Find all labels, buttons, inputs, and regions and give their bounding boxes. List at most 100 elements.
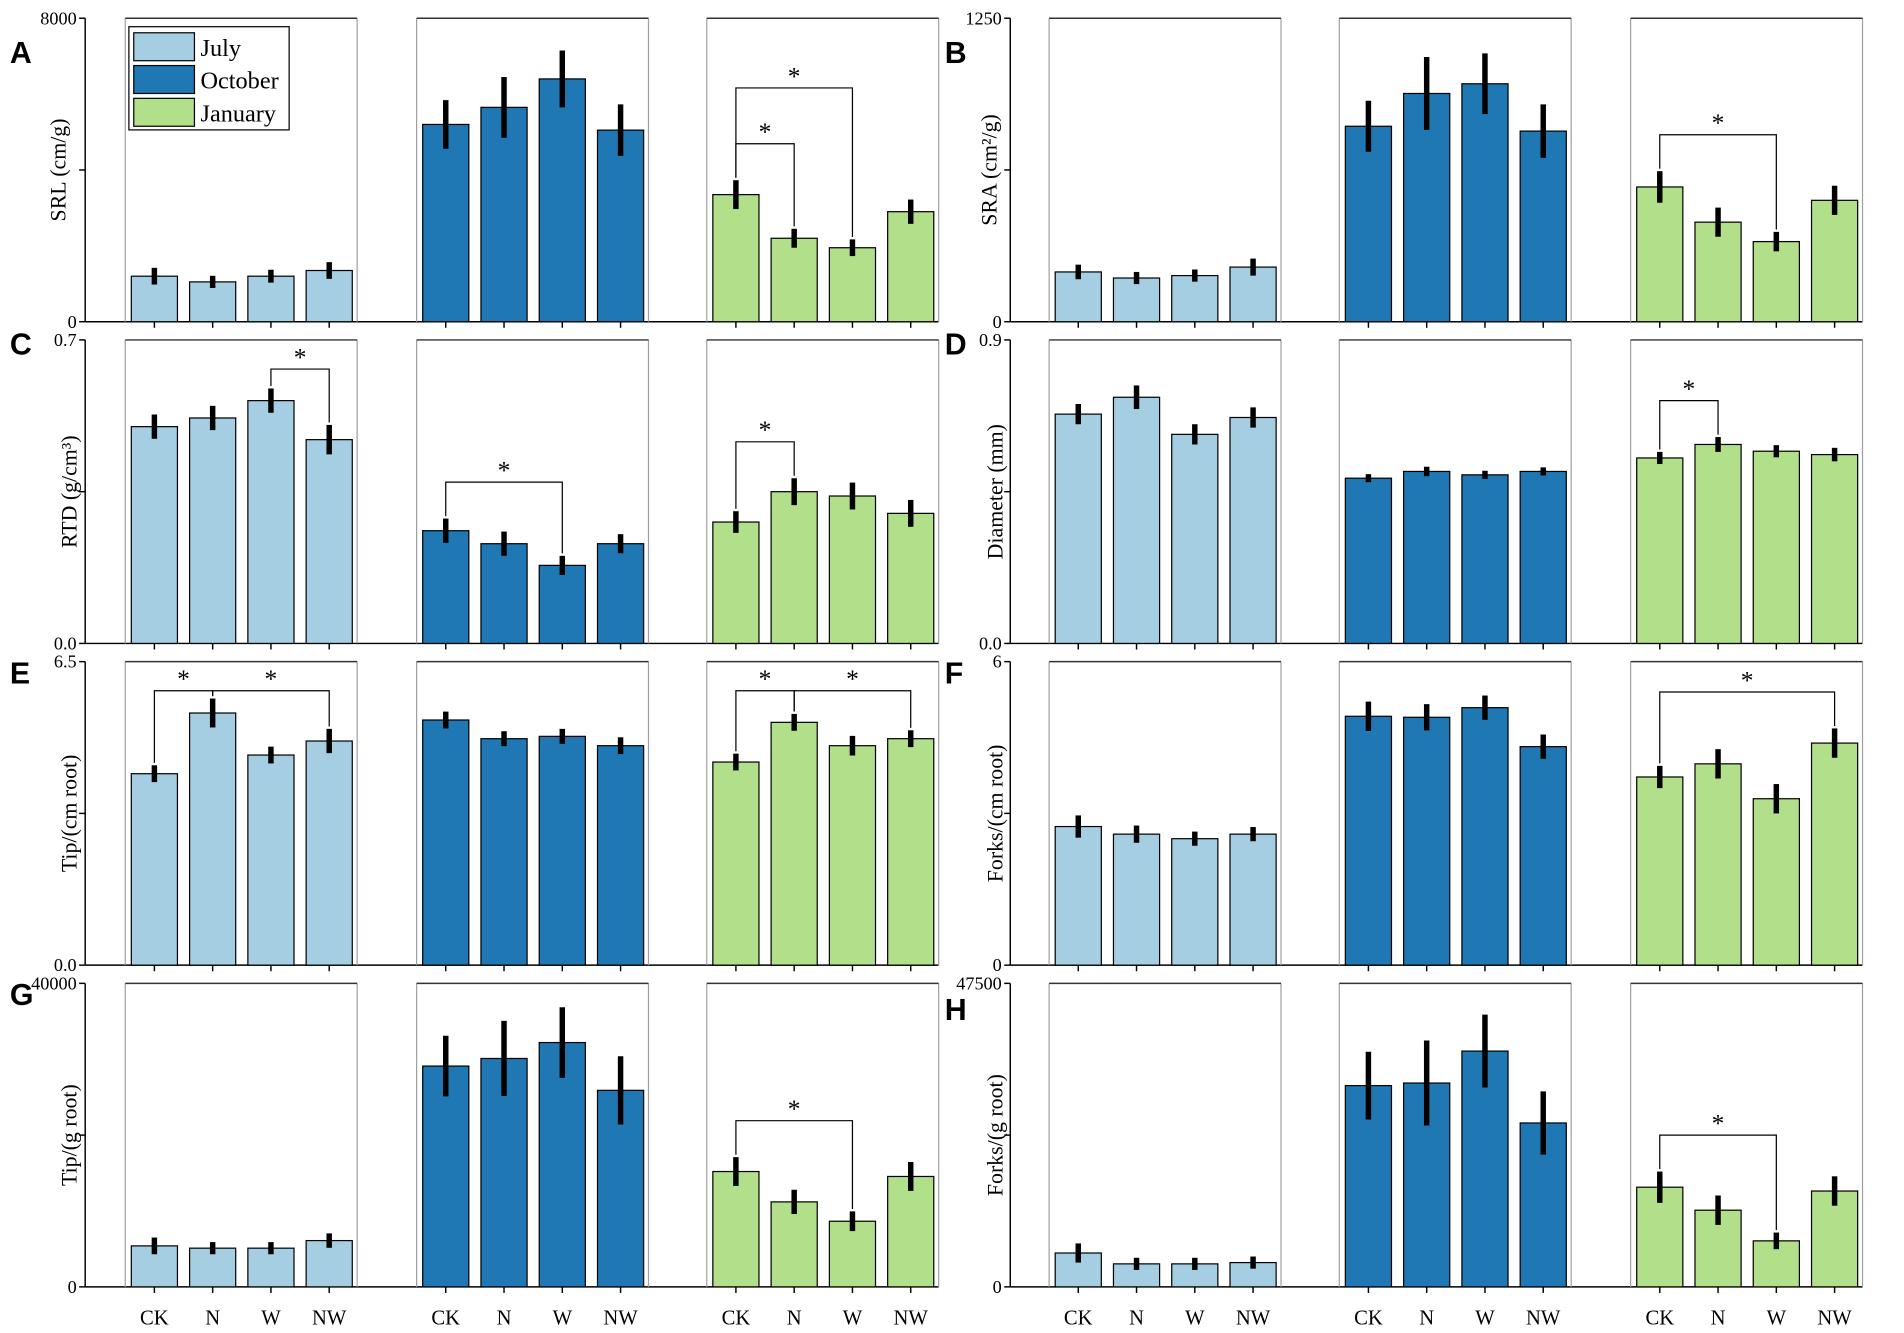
subplot-july: [1048, 17, 1282, 328]
bar-july-ck: [1054, 413, 1102, 645]
subplot-frame: [1338, 339, 1572, 644]
subplot-january: **: [706, 660, 940, 972]
bar-january-nw: [1810, 453, 1859, 645]
x-tick-label-w: W: [1767, 1308, 1787, 1330]
y-tick-label-max: 8000: [40, 8, 76, 28]
y-tick-label-min: 0: [68, 312, 77, 332]
x-tick-label-w: W: [843, 1308, 863, 1330]
bar-july-n: [1112, 833, 1161, 966]
bar-january-nw: [887, 211, 935, 323]
subplot-frame: [1338, 18, 1572, 322]
panel-b: B 0 1250 SRA (cm²/g) *: [945, 8, 1864, 332]
bar-july-w: [1171, 433, 1219, 645]
bar-october-nw: [596, 543, 645, 645]
panel-letter-d: D: [945, 328, 967, 361]
subplot-frame: [706, 983, 940, 1287]
bar-october-w: [538, 735, 586, 966]
x-tick-label-nw: NW: [1526, 1308, 1561, 1330]
bar-july-w: [247, 275, 295, 323]
bar-july-ck: [1054, 271, 1102, 323]
significance-bracket: [445, 481, 563, 554]
subplot-frame: [1048, 339, 1282, 644]
subplot-july: *: [124, 339, 358, 650]
bar-october-w: [1461, 474, 1509, 645]
x-tick-label-ck: CK: [722, 1308, 751, 1330]
x-tick-label-nw: NW: [312, 1308, 347, 1330]
legend-label-january: January: [201, 100, 277, 127]
subplot-frame: [1630, 18, 1864, 322]
significance-bracket: [212, 690, 330, 727]
bar-january-nw: [887, 1175, 935, 1288]
bar-january-ck: [1636, 1186, 1684, 1288]
bar-january-ck: [712, 1170, 760, 1288]
significance-star: *: [759, 664, 772, 693]
panel-d: D 0.0 0.9 Diameter (mm) *: [945, 328, 1864, 654]
bar-january-n: [1694, 763, 1742, 966]
significance-star: *: [265, 664, 278, 693]
bar-january-w: [828, 495, 877, 645]
subplot-frame: [1630, 983, 1864, 1287]
bar-january-ck: [712, 521, 760, 645]
bar-january-w: [1752, 798, 1800, 966]
panel-letter-g: G: [10, 979, 34, 1012]
legend-label-october: October: [201, 68, 279, 95]
y-axis-title: Forks/(g root): [984, 1074, 1008, 1196]
y-tick-label-min: 0: [993, 955, 1002, 975]
significance-bracket: [735, 441, 795, 509]
panel-letter-a: A: [10, 37, 32, 70]
bar-january-w: [1752, 240, 1800, 323]
bar-january-nw: [887, 512, 935, 645]
x-tick-label-ck: CK: [1354, 1308, 1383, 1330]
significance-bracket: [1659, 691, 1836, 764]
x-tick-label-w: W: [553, 1308, 573, 1330]
bar-october-n: [480, 106, 528, 323]
bar-october-w: [1461, 707, 1509, 966]
subplot-frame: [1048, 983, 1282, 1287]
subplot-frame: [416, 983, 650, 1287]
y-tick-label-min: 0.0: [54, 955, 77, 975]
subplot-october: CK N W NW: [1338, 982, 1572, 1330]
bar-july-n: [1112, 396, 1161, 645]
bar-january-n: [1694, 221, 1742, 323]
subplot-july: CK N W NW: [1048, 982, 1282, 1330]
legend: July October January: [128, 26, 290, 131]
bar-october-n: [480, 543, 528, 645]
bar-july-nw: [1229, 416, 1277, 645]
significance-star: *: [759, 117, 772, 146]
significance-bracket: [270, 368, 330, 423]
bar-july-nw: [1229, 266, 1277, 323]
bar-july-w: [1171, 838, 1219, 966]
bar-july-w: [1171, 274, 1219, 323]
bar-october-w: [538, 78, 586, 323]
bar-january-n: [770, 237, 818, 323]
subplot-october: [416, 660, 650, 972]
panel-f: F 0 6 Forks/(cm root) *: [945, 652, 1864, 975]
significance-star: *: [1712, 1108, 1725, 1137]
y-tick-label-max: 1250: [965, 8, 1001, 28]
bar-july-n: [188, 712, 237, 966]
bar-october-nw: [1519, 470, 1567, 645]
bar-october-w: [538, 1041, 586, 1288]
bar-july-ck: [130, 426, 179, 645]
bar-october-ck: [1344, 715, 1393, 966]
bar-july-ck: [130, 773, 179, 966]
bar-october-ck: [1344, 125, 1393, 323]
bar-october-ck: [422, 123, 470, 323]
y-tick-label-min: 0: [993, 1277, 1002, 1297]
x-tick-label-n: N: [497, 1308, 512, 1330]
bar-july-w: [247, 400, 295, 645]
x-tick-label-ck: CK: [1645, 1308, 1674, 1330]
y-axis-title: SRL (cm/g): [46, 118, 70, 221]
x-tick-label-ck: CK: [431, 1308, 460, 1330]
subplot-frame: [706, 18, 940, 322]
subplot-frame: [1338, 983, 1572, 1287]
panel-letter-f: F: [945, 657, 964, 690]
significance-star: *: [294, 342, 307, 371]
bar-january-n: [770, 1201, 818, 1288]
panel-letter-e: E: [10, 657, 30, 690]
subplot-october: *: [416, 339, 650, 650]
bar-january-ck: [1636, 186, 1684, 323]
subplot-january: *: [1630, 339, 1864, 650]
y-axis-title: Forks/(cm root): [984, 745, 1008, 883]
subplot-january: *: [1630, 660, 1864, 972]
